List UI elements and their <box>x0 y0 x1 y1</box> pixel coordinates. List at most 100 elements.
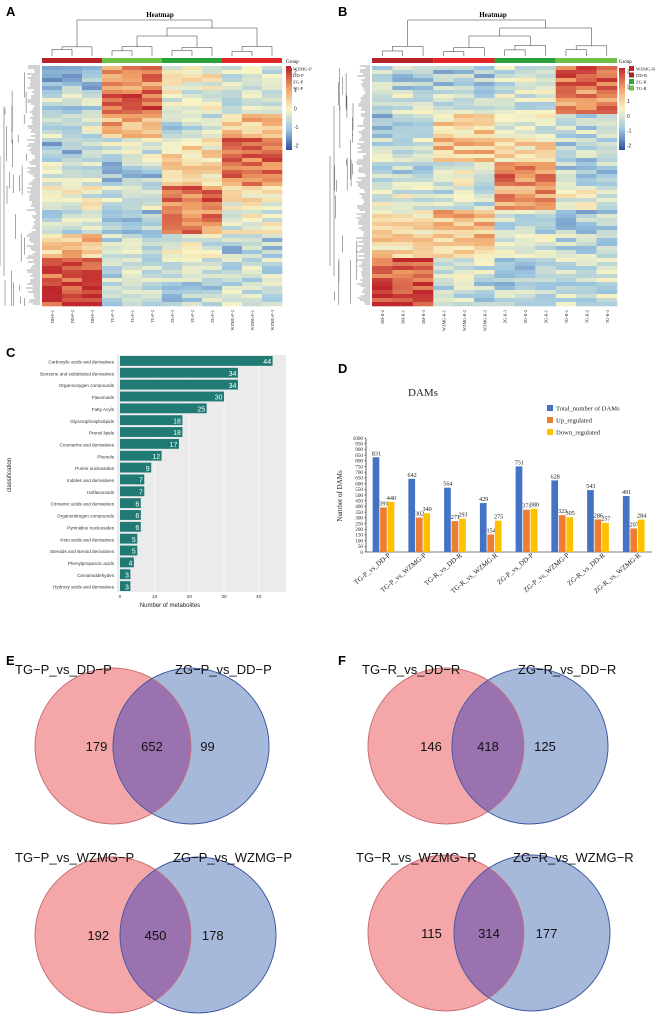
hmA-cell <box>82 94 103 99</box>
hmB-cell <box>392 98 414 103</box>
hmA-cell <box>42 302 63 307</box>
hmA-cell <box>222 178 243 183</box>
hmB-cell <box>392 198 414 203</box>
hmB-cell <box>596 142 618 147</box>
classification-category-label: Indoles and derivatives <box>67 478 115 483</box>
hmB-cell <box>392 130 414 135</box>
hmA-cell <box>122 230 143 235</box>
hmB-cell <box>433 230 454 235</box>
hmB-cell <box>474 266 495 271</box>
venn-left-outline <box>367 854 525 1012</box>
hmA-cell <box>122 238 143 243</box>
hmA-cell <box>62 258 83 263</box>
hmA-cell <box>162 70 183 75</box>
hmB-cell <box>372 270 393 275</box>
hmA-cell <box>162 158 183 163</box>
hmB-cell <box>535 274 557 279</box>
hmA-cell <box>202 258 223 263</box>
hmA-cell <box>122 86 143 91</box>
hmB-cell <box>596 222 618 227</box>
hmA-cell <box>262 222 283 227</box>
hmA-cell <box>142 226 163 231</box>
hmB-cell <box>453 290 475 295</box>
hmA-cell <box>262 298 283 303</box>
hmA-cell <box>162 78 183 83</box>
hmB-cell <box>576 138 597 143</box>
hmA-cell <box>262 262 283 267</box>
hmA-cell <box>262 98 283 103</box>
hmB-cell <box>453 154 475 159</box>
hmB-cell <box>555 166 577 171</box>
hmB-column-label: TG-R-3 <box>605 310 610 323</box>
hmA-cell <box>42 66 63 71</box>
dams-y-tick: 50 <box>358 544 364 550</box>
hmA-cell <box>222 166 243 171</box>
hmA-cell <box>262 106 283 111</box>
hmB-dendro-link <box>407 19 546 47</box>
hmA-cell <box>162 114 183 119</box>
hmA-cell <box>262 250 283 255</box>
hmA-cell <box>102 290 123 295</box>
hmB-cell <box>514 298 536 303</box>
hmB-cell <box>412 118 434 123</box>
hmA-cell <box>62 170 83 175</box>
dams-value-label: 440 <box>387 495 396 502</box>
hmB-cell <box>514 170 536 175</box>
hmA-cell <box>162 122 183 127</box>
hmB-cell <box>433 130 454 135</box>
hmB-cell <box>474 258 495 263</box>
hmA-cell <box>242 266 263 271</box>
hmB-cell <box>555 230 577 235</box>
hmB-cell <box>596 230 618 235</box>
hmA-cell <box>162 278 183 283</box>
hmA-cell <box>122 194 143 199</box>
hmA-cell <box>122 146 143 151</box>
panel-label-b: B <box>338 4 347 19</box>
hmB-cell <box>596 190 618 195</box>
hmA-cell <box>242 262 263 267</box>
hmB-cell <box>514 114 536 119</box>
hmB-cell <box>576 206 597 211</box>
hmB-cell <box>494 118 516 123</box>
hmB-cell <box>555 134 577 139</box>
hmB-cell <box>474 122 495 127</box>
hmA-cell <box>182 254 203 259</box>
hmA-cell <box>222 226 243 231</box>
hmA-cell <box>82 258 103 263</box>
venn-right-only-count: 125 <box>534 739 556 754</box>
hmA-cell <box>82 230 103 235</box>
hmA-cell <box>62 206 83 211</box>
hmB-cell <box>535 238 557 243</box>
hmB-cell <box>494 246 516 251</box>
hmB-cell <box>412 278 434 283</box>
hmA-cell <box>42 86 63 91</box>
hmB-cell <box>555 294 577 299</box>
hmA-cell <box>42 238 63 243</box>
venn-left-only-count: 179 <box>86 739 108 754</box>
hmA-cell <box>102 66 123 71</box>
dams-legend-label: Up_regulated <box>556 418 593 425</box>
hmB-cell <box>412 302 434 307</box>
hmB-cell <box>474 194 495 199</box>
hmA-cell <box>262 270 283 275</box>
venn-right-outline <box>453 854 611 1012</box>
hmB-dendro-link <box>443 47 485 56</box>
hmA-cell <box>102 178 123 183</box>
hmA-cell <box>222 242 243 247</box>
hmA-cell <box>82 90 103 95</box>
hmA-cell <box>142 122 163 127</box>
hmB-cell <box>555 238 577 243</box>
hmB-cell <box>453 214 475 219</box>
hmA-cell <box>182 70 203 75</box>
classification-bar <box>120 569 131 580</box>
panel-label-c: C <box>6 345 16 360</box>
classification-x-ticks: 0 10 20 30 40 <box>119 594 262 600</box>
heatmap-a-cells <box>42 66 283 307</box>
hmB-cell <box>474 86 495 91</box>
hmB-cell <box>474 138 495 143</box>
classification-bar <box>120 427 183 437</box>
hmB-cell <box>576 218 597 223</box>
hmB-cell <box>494 230 516 235</box>
venn-right-label: ZG−P_vs_DD−P <box>175 662 272 677</box>
